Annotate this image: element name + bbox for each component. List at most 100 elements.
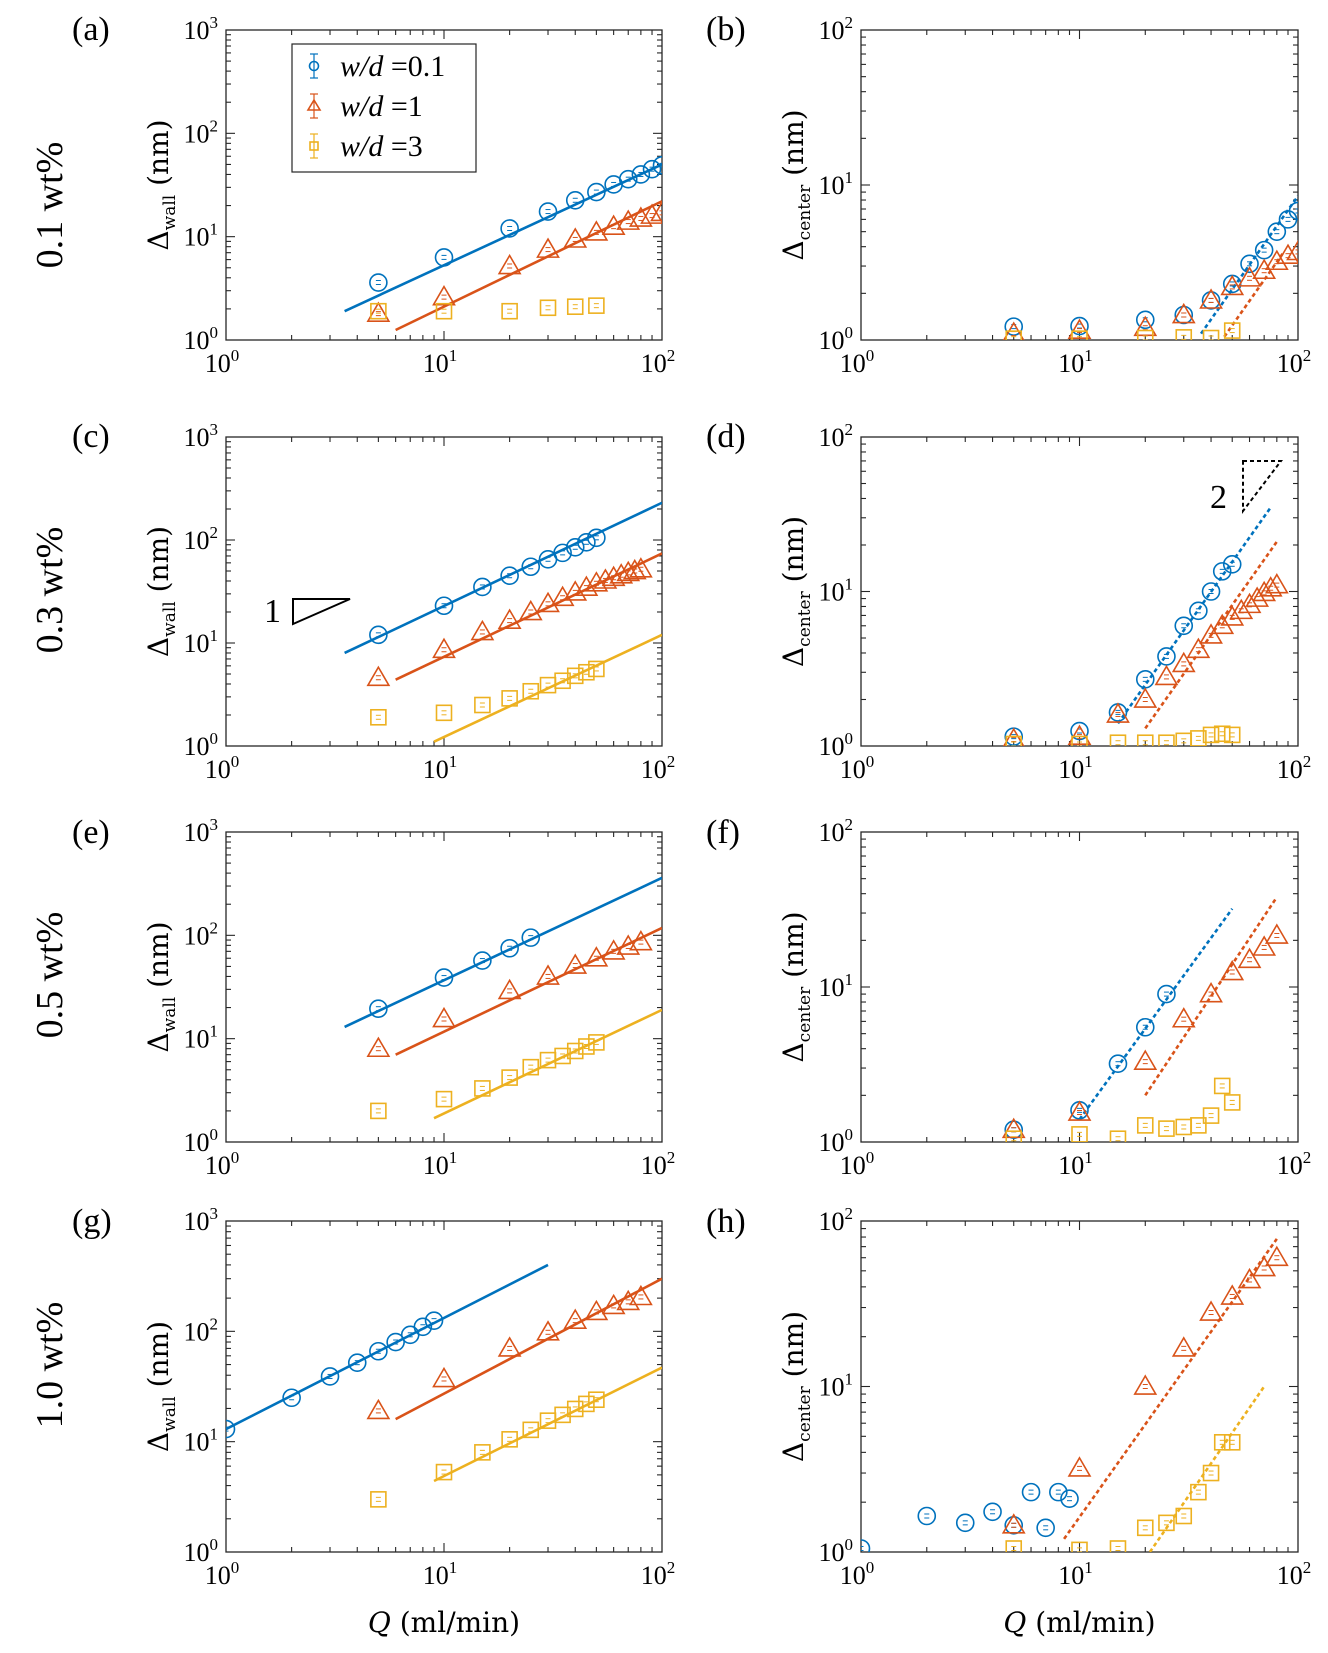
data-point: [1071, 735, 1088, 746]
y-axis-label: Δcenter (nm): [777, 911, 815, 1062]
slope-triangle-one: 1: [264, 593, 351, 630]
data-point: [565, 190, 585, 210]
chart-panel-e: 100 101 102 100 101 102 103 Δwall (nm): [142, 815, 675, 1180]
y-tick-label: 101: [819, 970, 854, 1002]
data-point: [1199, 982, 1223, 1003]
data-point: [501, 1069, 518, 1086]
data-point: [554, 1406, 571, 1424]
data-point: [1201, 582, 1221, 601]
data-point: [1174, 305, 1194, 325]
data-point: [618, 169, 638, 189]
data-point: [497, 253, 522, 275]
fit-line: [1063, 1238, 1278, 1540]
data-point: [500, 566, 519, 586]
data-point: [1286, 239, 1298, 261]
data-point: [628, 206, 653, 227]
data-point: [1186, 637, 1211, 659]
data-point: [434, 596, 454, 616]
fit-line: [1078, 907, 1234, 1121]
y-tick-label: 101: [184, 1022, 219, 1054]
data-point: [652, 156, 662, 175]
y-axis-label: Δwall (nm): [142, 921, 180, 1052]
data-point: [584, 220, 609, 241]
series-1: [1001, 896, 1289, 1139]
chart-panel-b: 100 101 102 100 101 102 Δcenter (nm): [777, 13, 1311, 378]
series-2: [1005, 322, 1241, 340]
data-point: [1254, 240, 1274, 260]
data-point: [577, 532, 596, 552]
data-point: [1175, 1507, 1193, 1525]
y-tick-label: 101: [819, 168, 854, 200]
data-point: [1158, 1120, 1175, 1137]
data-point: [1276, 243, 1298, 265]
fit-line: [1148, 1385, 1266, 1552]
data-point: [1154, 664, 1179, 686]
y-tick-label: 100: [819, 729, 854, 761]
series-2: [370, 297, 605, 320]
data-point: [1133, 1374, 1158, 1395]
data-point: [424, 1311, 444, 1330]
data-point: [522, 682, 540, 700]
data-point: [1067, 1100, 1092, 1121]
data-point: [1067, 1456, 1092, 1477]
data-point: [1199, 1300, 1223, 1321]
data-point: [1005, 735, 1023, 746]
y-axis-label: Δcenter (nm): [777, 1311, 815, 1462]
data-point: [642, 159, 662, 179]
x-tick-label: 100: [205, 752, 240, 784]
data-point: [1005, 330, 1023, 340]
data-point: [588, 1034, 605, 1051]
data-point: [435, 704, 453, 722]
x-tick-label: 101: [423, 1558, 458, 1590]
x-tick-label: 101: [423, 752, 458, 784]
panel-label-e: (e): [72, 814, 110, 851]
data-point: [1223, 1434, 1241, 1451]
data-point: [1158, 734, 1175, 746]
x-tick-label: 100: [840, 346, 875, 378]
data-point: [1220, 274, 1245, 296]
data-point: [1036, 1518, 1055, 1538]
y-tick-label: 100: [819, 1125, 854, 1157]
data-point: [1237, 947, 1262, 969]
data-point: [369, 1341, 388, 1361]
chart-panel-g: 100 101 102 100 101 102 103 Δwall (nm) Q (ml/min…: [142, 1204, 675, 1639]
x-tick-label: 102: [1277, 346, 1312, 378]
series-1: [366, 926, 662, 1058]
data-point: [1245, 586, 1270, 607]
panel-label-c: (c): [72, 418, 110, 455]
data-point: [536, 237, 560, 258]
data-point: [320, 1367, 340, 1386]
data-point: [366, 301, 391, 322]
series-0: [1004, 506, 1272, 746]
series-2: [370, 1008, 662, 1120]
data-point: [588, 1391, 605, 1409]
data-point: [566, 298, 584, 316]
data-point: [554, 1047, 571, 1065]
data-point: [588, 297, 605, 314]
row-label-0: 0.1 wt%: [29, 142, 71, 269]
row-label-3: 1.0 wt%: [29, 1302, 71, 1429]
data-point: [1175, 329, 1193, 340]
data-point: [434, 968, 454, 987]
y-axis-label: Δwall (nm): [142, 119, 180, 250]
data-point: [640, 203, 662, 224]
data-point: [539, 299, 557, 317]
data-point: [538, 202, 558, 221]
y-axis-label: Δcenter (nm): [777, 516, 815, 667]
data-point: [470, 619, 495, 641]
chart-panel-c: 100 101 102 100 101 102 103 Δwall (nm): [142, 420, 675, 784]
data-point: [1220, 605, 1245, 626]
data-point: [536, 964, 560, 985]
fit-line: [395, 1277, 662, 1421]
y-tick-label: 101: [819, 1370, 854, 1402]
panel-label-a: (a): [72, 11, 110, 48]
y-tick-label: 103: [184, 420, 219, 452]
data-point: [497, 1336, 522, 1357]
data-point: [1108, 1054, 1128, 1074]
y-tick-label: 102: [819, 1204, 854, 1236]
legend-label: w/d =1: [340, 90, 423, 123]
data-point: [1021, 1482, 1041, 1502]
plot-area: [860, 436, 1299, 747]
chart-panel-d: 100 101 102 100 101 102 Δcenter (nm): [777, 420, 1311, 784]
data-point: [370, 1491, 387, 1508]
